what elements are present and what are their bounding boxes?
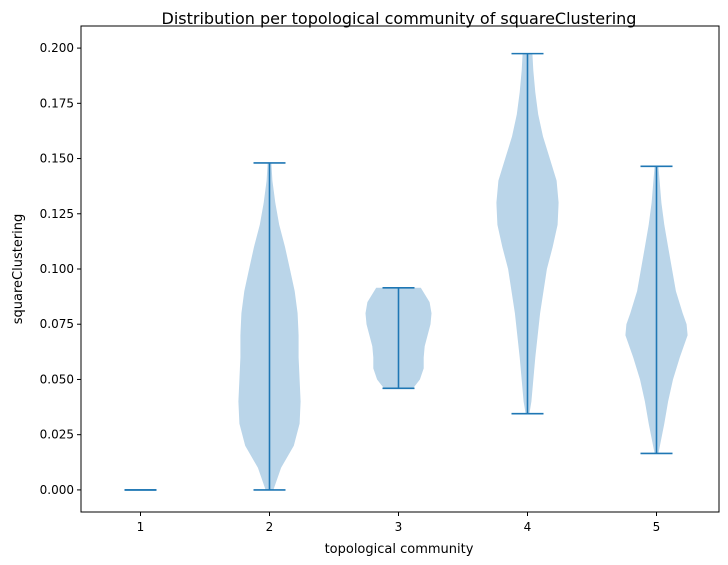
x-axis: 1 2 3 4 5	[137, 512, 661, 534]
y-axis: 0.000 0.025 0.050 0.075 0.100 0.125 0.150 0.175…	[40, 41, 81, 497]
y-tick-label: 0.050	[40, 372, 74, 386]
x-tick-label: 4	[524, 520, 532, 534]
x-tick-label: 2	[266, 520, 274, 534]
y-tick-label: 0.000	[40, 483, 74, 497]
y-tick-label: 0.075	[40, 317, 74, 331]
y-axis-label: squareClustering	[11, 214, 26, 325]
y-tick-label: 0.100	[40, 262, 74, 276]
plot-area	[124, 52, 688, 491]
x-axis-label: topological community	[325, 542, 474, 557]
x-tick-label: 3	[395, 520, 403, 534]
x-tick-label: 1	[137, 520, 145, 534]
y-tick-label: 0.175	[40, 96, 74, 110]
x-tick-label: 5	[653, 520, 661, 534]
y-tick-label: 0.150	[40, 152, 74, 166]
y-tick-label: 0.025	[40, 428, 74, 442]
axes-frame	[80, 25, 720, 513]
y-tick-label: 0.125	[40, 207, 74, 221]
y-tick-label: 0.200	[40, 41, 74, 55]
chart-title: Distribution per topological community o…	[162, 9, 637, 28]
